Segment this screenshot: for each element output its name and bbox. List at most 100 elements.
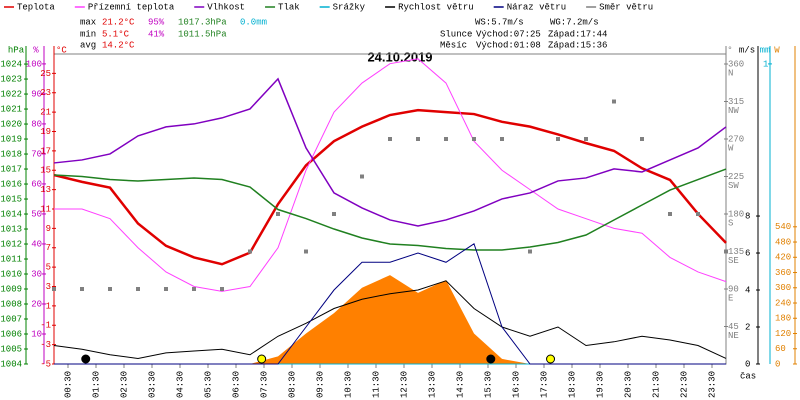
legend-label: Rychlost větru [398, 2, 474, 12]
y-tick-label: 6 [745, 248, 750, 258]
stat-text: avg [80, 40, 96, 50]
y-tick-label: 360 [775, 268, 791, 278]
wind-direction-dot [724, 249, 728, 254]
x-axis-label: čas [740, 371, 756, 381]
x-tick-label: 18:30 [567, 371, 577, 398]
y-tick-label: 1018 [0, 149, 22, 159]
wind-direction-dot [164, 287, 168, 291]
x-tick-label: 00:30 [63, 371, 73, 398]
axis-unit: hPa [8, 45, 25, 55]
compass-label: W [728, 143, 734, 153]
y-tick-label: 23 [40, 88, 51, 98]
y-tick-label: 225 [728, 172, 744, 182]
wind-direction-dot [52, 287, 56, 291]
stat-text: 1011.5hPa [178, 29, 227, 39]
wind-direction-dot [444, 137, 448, 141]
wind-direction-dot [360, 174, 364, 179]
x-tick-label: 06:30 [231, 371, 241, 398]
y-tick-label: 1007 [0, 314, 22, 324]
axis-unit: ° [727, 45, 732, 55]
sun-marker [546, 354, 556, 364]
y-tick-label: 420 [775, 253, 791, 263]
x-tick-label: 05:30 [203, 371, 213, 398]
wind-direction-dot [248, 249, 252, 254]
y-tick-label: 15 [40, 166, 51, 176]
x-tick-label: 01:30 [91, 371, 101, 398]
stat-text: WS:5.7m/s [475, 17, 524, 27]
y-tick-label: 1011 [0, 254, 22, 264]
y-tick-label: 1008 [0, 299, 22, 309]
series-line [53, 168, 727, 251]
stat-text: Západ:17:44 [548, 29, 607, 39]
y-tick-label: 90 [31, 89, 42, 99]
solar-area [54, 275, 726, 364]
wind-direction-dot [556, 137, 560, 141]
y-tick-label: 0 [775, 359, 780, 369]
stat-text: Východ:07:25 [476, 29, 541, 39]
y-tick-label: 90 [728, 284, 739, 294]
y-tick-label: 70 [31, 149, 42, 159]
y-tick-label: 180 [775, 314, 791, 324]
y-tick-label: 1022 [0, 89, 22, 99]
y-tick-label: 180 [728, 209, 744, 219]
y-tick-label: 1017 [0, 164, 22, 174]
stat-text: Východ:01:08 [476, 40, 541, 50]
x-tick-label: 21:30 [651, 371, 661, 398]
y-tick-label: 3 [46, 282, 51, 292]
y-tick-label: 1015 [0, 194, 22, 204]
y-tick-label: 1004 [0, 359, 22, 369]
x-tick-label: 20:30 [623, 371, 633, 398]
x-tick-label: 10:30 [343, 371, 353, 398]
y-tick-label: 13 [40, 185, 51, 195]
wind-direction-dot [584, 137, 588, 141]
x-tick-label: 09:30 [315, 371, 325, 398]
y-tick-label: 270 [728, 134, 744, 144]
y-tick-label: 1013 [0, 224, 22, 234]
x-tick-label: 13:30 [427, 371, 437, 398]
y-tick-label: 1 [763, 59, 768, 69]
wind-direction-dot [500, 137, 504, 141]
y-tick-label: 30 [31, 269, 42, 279]
legend-label: Přízemní teplota [88, 2, 175, 12]
y-tick-label: 60 [31, 179, 42, 189]
y-tick-label: -1 [40, 321, 51, 331]
wind-direction-dot [304, 249, 308, 254]
stat-text: 14.2°C [102, 40, 135, 50]
x-tick-label: 12:30 [399, 371, 409, 398]
y-tick-label: 1006 [0, 329, 22, 339]
x-tick-label: 11:30 [371, 371, 381, 398]
stat-text: 5.1°C [102, 29, 130, 39]
x-tick-label: 16:30 [511, 371, 521, 398]
y-tick-label: 17 [40, 146, 51, 156]
wind-direction-dot [640, 137, 644, 141]
y-tick-label: 1005 [0, 344, 22, 354]
y-tick-label: 1023 [0, 74, 22, 84]
y-tick-label: 0 [745, 359, 750, 369]
series-line [53, 280, 727, 359]
moon-marker [81, 354, 91, 364]
series-line [53, 77, 727, 227]
compass-label: S [728, 218, 733, 228]
axis-unit: W [774, 45, 780, 55]
y-tick-label: 315 [728, 97, 744, 107]
y-tick-label: 50 [31, 209, 42, 219]
y-tick-label: 7 [46, 243, 51, 253]
legend-label: Teplota [17, 2, 55, 12]
x-tick-label: 22:30 [679, 371, 689, 398]
stat-text: min [80, 29, 96, 39]
wind-direction-dot [528, 249, 532, 254]
axis-unit: m/s [739, 45, 755, 55]
y-tick-label: 1016 [0, 179, 22, 189]
compass-label: NE [728, 331, 739, 341]
stat-text: 0.0mm [240, 17, 267, 27]
x-tick-label: 07:30 [259, 371, 269, 398]
y-tick-label: 135 [728, 247, 744, 257]
legend-label: Vlhkost [207, 2, 245, 12]
compass-label: SE [728, 256, 739, 266]
y-tick-label: 300 [775, 283, 791, 293]
y-tick-label: 21 [40, 108, 51, 118]
compass-label: NW [728, 106, 739, 116]
x-tick-label: 08:30 [287, 371, 297, 398]
axis-unit: mm [760, 45, 771, 55]
y-tick-label: 60 [775, 344, 786, 354]
